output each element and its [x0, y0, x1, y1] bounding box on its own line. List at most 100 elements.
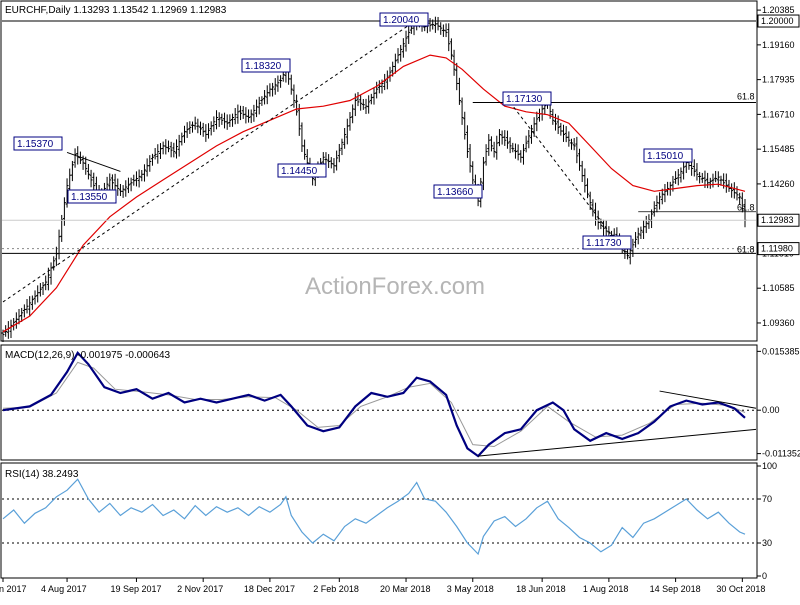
price-level-label-box — [643, 148, 693, 163]
price-bar — [174, 139, 178, 159]
price-level-label-text: 1.18320 — [245, 61, 282, 72]
price-bar — [690, 160, 694, 176]
price-bar — [529, 124, 533, 144]
price-bar — [289, 74, 293, 95]
price-bar — [535, 111, 539, 132]
price-bar — [711, 173, 715, 188]
macd-panel-frame — [0, 344, 758, 461]
price-axis-tick-label: 1.14260 — [762, 179, 795, 189]
price-bar — [201, 122, 205, 137]
price-bar — [137, 169, 141, 188]
price-bar — [428, 18, 432, 32]
price-level-label-box — [433, 184, 483, 199]
price-level-label-box — [582, 235, 632, 250]
price-bar — [407, 25, 411, 45]
price-bar — [335, 150, 339, 171]
price-bar — [180, 132, 184, 146]
price-bar — [169, 141, 173, 158]
date-axis-tick-label: 2 Nov 2017 — [177, 584, 223, 594]
moving-average-line — [2, 54, 746, 333]
fib-label: 61.8 — [737, 244, 755, 254]
price-axis-tick-label: 1.17935 — [762, 75, 795, 85]
price-bar — [150, 153, 154, 166]
price-level-label-box — [13, 136, 63, 151]
price-axis-tick-label: 1.19160 — [762, 40, 795, 50]
price-level-label: 1.11730 — [582, 235, 632, 250]
price-level-label-text: 1.13660 — [437, 187, 474, 198]
price-bar — [44, 275, 48, 291]
price-bar — [337, 143, 341, 163]
price-bar — [89, 169, 93, 188]
price-bar — [185, 122, 189, 138]
price-bar — [652, 201, 656, 217]
price-bar — [41, 282, 45, 295]
price-bar — [84, 156, 88, 175]
price-bar — [343, 127, 347, 149]
price-bar — [441, 24, 445, 37]
price-bar — [236, 104, 240, 124]
price-bar — [567, 131, 571, 147]
price-axis-tick-label: 1.10585 — [762, 283, 795, 293]
macd-axis-tick-label: 0.015385 — [762, 346, 800, 356]
price-level-label: 1.18320 — [241, 58, 291, 73]
macd-axis-tick-label: -0.011352 — [762, 449, 800, 459]
price-bar — [572, 138, 576, 151]
price-axis-tick-label: 1.20385 — [762, 5, 795, 15]
price-panel-title: EURCHF,Daily 1.13293 1.13542 1.12969 1.1… — [5, 5, 227, 16]
price-level-label: 1.14450 — [277, 163, 327, 178]
price-bar — [62, 197, 66, 226]
price-bar — [86, 163, 90, 180]
price-bar — [225, 114, 229, 130]
rsi-line — [2, 478, 746, 556]
price-bar — [513, 143, 517, 159]
price-bar — [505, 130, 509, 149]
price-level-label-text: 1.11730 — [586, 238, 622, 249]
price-bar — [553, 113, 557, 131]
price-bar — [399, 44, 403, 62]
rsi-axis-tick-label: 100 — [762, 461, 777, 471]
price-bar — [679, 167, 683, 183]
price-bar — [484, 144, 488, 166]
date-axis-tick-label: 4 Aug 2017 — [41, 584, 87, 594]
macd-support-trendline — [478, 428, 757, 457]
price-bar — [439, 22, 443, 35]
price-axis-value-tag: 1.12983 — [757, 213, 800, 227]
price-bar — [92, 172, 96, 190]
price-level-label-text: 1.20040 — [383, 15, 420, 26]
price-axis-value-tag-text: 1.20000 — [761, 16, 794, 26]
price-level-label: 1.17130 — [502, 91, 552, 106]
price-level-label: 1.13660 — [433, 184, 483, 199]
price-bar — [193, 116, 197, 130]
price-level-label-box — [379, 12, 429, 27]
price-bar — [129, 177, 133, 192]
price-bar — [457, 77, 461, 105]
date-axis-tick-label: 19 Sep 2017 — [110, 584, 161, 594]
price-bar — [449, 38, 453, 60]
price-bar — [303, 139, 307, 160]
price-bar — [249, 109, 253, 124]
price-axis-tick-label: 1.15485 — [762, 144, 795, 154]
price-bar — [447, 23, 451, 52]
rsi-panel-title: RSI(14) 38.2493 — [5, 469, 79, 480]
price-panel-frame — [0, 0, 758, 342]
price-bar — [591, 199, 595, 217]
price-bar — [588, 191, 592, 210]
price-bar — [527, 129, 531, 149]
price-bar — [404, 30, 408, 52]
price-bar — [220, 113, 224, 125]
price-bar — [682, 160, 686, 180]
price-axis-tick-label: 1.09360 — [762, 318, 795, 328]
price-axis-value-tag: 1.20000 — [757, 14, 800, 28]
wedge-trendline — [66, 151, 121, 172]
price-bar — [524, 135, 528, 153]
price-level-label-box — [67, 189, 117, 204]
price-level-label-text: 1.15010 — [647, 151, 684, 162]
price-bar — [636, 227, 640, 245]
price-bar — [199, 121, 203, 136]
price-level-label: 1.13550 — [67, 189, 117, 204]
price-bar — [25, 298, 29, 314]
price-bar — [452, 49, 456, 76]
price-bar — [279, 75, 283, 88]
price-bar — [239, 105, 243, 121]
rsi-panel-frame — [0, 462, 758, 579]
